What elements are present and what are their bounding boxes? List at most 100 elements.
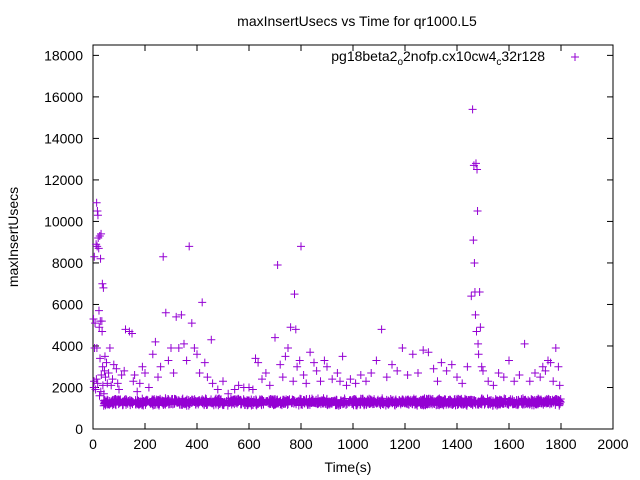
scatter-point [433,377,442,386]
scatter-point [405,397,414,406]
scatter-point [144,383,153,392]
scatter-point [276,360,285,369]
scatter-point [476,396,485,405]
scatter-point [367,368,376,377]
scatter-points [89,105,565,410]
scatter-point [248,385,257,394]
scatter-point [474,339,483,348]
scatter-point [323,362,331,371]
y-tick-label: 10000 [44,213,83,229]
scatter-point [195,368,204,377]
scatter-point [95,391,104,400]
scatter-point [161,308,170,317]
scatter-point [99,389,108,398]
scatter-point [98,327,107,336]
scatter-point [466,398,475,407]
scatter-point [101,373,110,382]
scatter-point [470,258,479,267]
scatter-point [531,368,539,377]
y-tick-label: 16000 [44,89,83,105]
scatter-point [346,375,355,384]
scatter-point [138,362,147,371]
scatter-point [234,381,243,390]
scatter-point [291,325,300,334]
scatter-point [135,379,144,388]
scatter-point [555,381,564,390]
scatter-point [247,397,256,406]
scatter-point [372,356,381,365]
scatter-point [325,397,334,406]
scatter-point [109,360,118,369]
scatter-point [424,348,433,357]
scatter-point [94,306,103,315]
scatter-point [117,371,126,380]
scatter-point [306,348,315,357]
y-tick-label: 6000 [52,296,83,312]
scatter-point [120,366,129,375]
scatter-point [551,394,560,403]
scatter-point [481,399,490,408]
scatter-point [479,366,487,375]
scatter-point [328,375,337,384]
scatter-point [94,234,103,243]
scatter-point [92,240,101,249]
scatter-point [112,364,121,373]
scatter-point [207,399,216,408]
scatter-point [185,242,194,251]
scatter-point [90,252,99,261]
scatter-point [510,377,519,386]
scatter-point [111,396,120,405]
scatter-point [299,371,308,380]
scatter-point [96,354,105,363]
scatter-point [430,397,439,406]
scatter-point [348,399,357,408]
scatter-point [471,310,480,319]
chart-title: maxInsertUsecs vs Time for qr1000.L5 [237,13,477,29]
scatter-point [524,398,533,407]
scatter-point [121,398,130,407]
y-tick-label: 12000 [44,172,83,188]
scatter-point [443,398,452,407]
scatter-point [453,373,461,382]
scatter-point [92,375,101,384]
scatter-point [387,396,396,405]
scatter-point [383,400,392,409]
scatter-point [122,396,131,405]
scatter-point [190,397,199,406]
y-tick-label: 2000 [52,379,83,395]
scatter-point [200,401,209,410]
scatter-point [523,400,532,409]
scatter-point [362,377,370,386]
scatter-point [520,339,529,348]
scatter-point [104,368,113,377]
scatter-point [290,290,299,299]
scatter-point [295,356,304,365]
scatter-point [344,398,353,407]
scatter-point [93,242,102,251]
y-axis: 0 2000 4000 6000 8000 10000 12000 14000 16000 180… [44,47,613,437]
scatter-point [172,312,181,321]
y-tick-label: 8000 [52,255,83,271]
scatter-point [323,397,332,406]
scatter-point [94,244,103,253]
scatter-point [437,358,446,367]
scatter-point [398,398,407,407]
scatter-point [261,368,270,377]
scatter-point [216,397,225,406]
scatter-point [148,399,157,408]
scatter-point [515,371,524,380]
scatter-point [469,161,478,170]
scatter-point [544,395,553,404]
scatter-point [102,397,111,406]
scatter-point [485,400,494,409]
scatter-point [182,399,191,408]
scatter-point [200,358,209,367]
scatter-point [476,323,485,332]
legend-marker-symbol [571,53,579,61]
scatter-point [96,254,105,263]
scatter-point [388,360,396,369]
scatter-point [174,344,183,353]
scatter-point [154,400,163,409]
scatter-point [494,368,503,377]
scatter-point [551,344,560,353]
